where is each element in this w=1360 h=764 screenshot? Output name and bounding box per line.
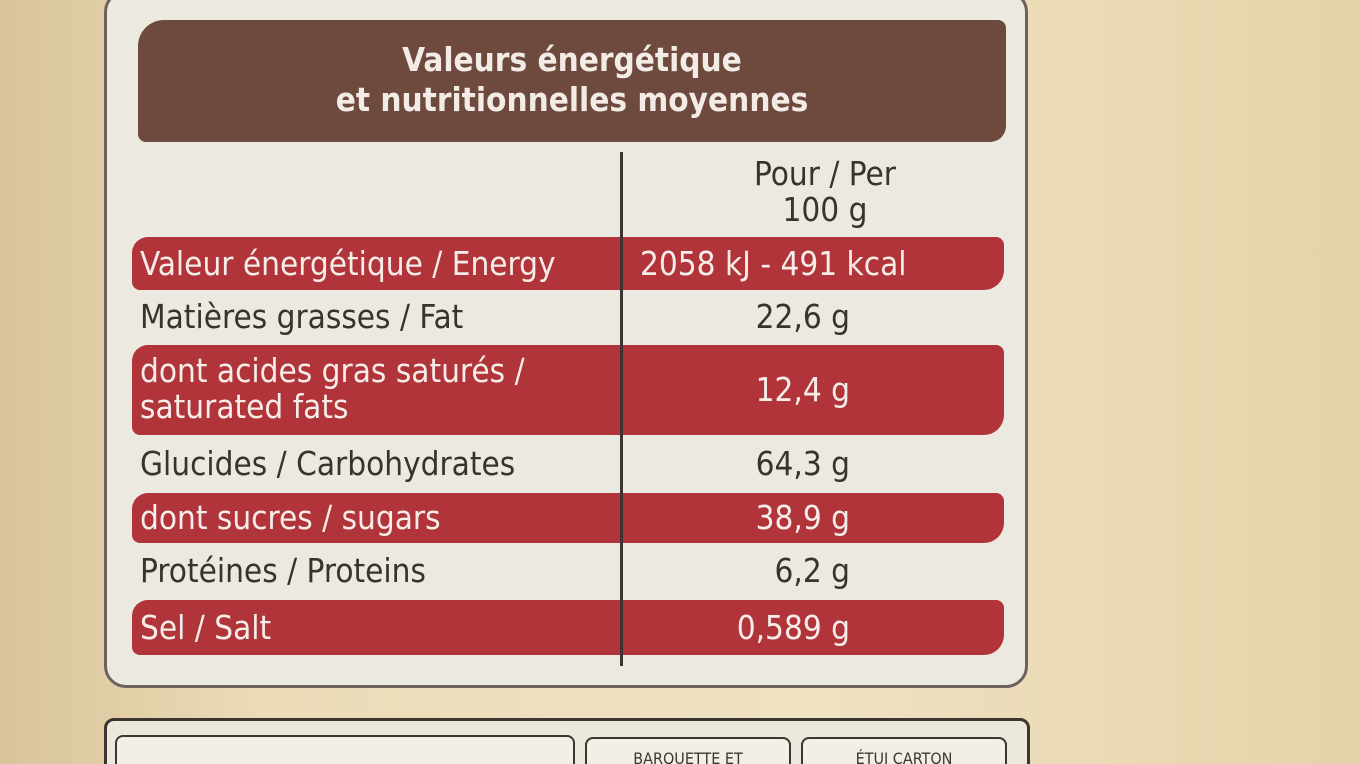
bin-label: BARQUETTE ET bbox=[585, 737, 791, 764]
row-value: 0,589 g bbox=[736, 607, 850, 647]
title-line: Valeurs énergétique bbox=[402, 40, 742, 79]
column-header: 100 g bbox=[782, 190, 868, 229]
highlight-band bbox=[132, 237, 1004, 290]
row-label: Protéines / Proteins bbox=[140, 551, 426, 590]
title-line: et nutritionnelles moyennes bbox=[335, 80, 809, 119]
highlight-band bbox=[132, 493, 1004, 543]
row-value: 64,3 g bbox=[755, 444, 850, 483]
row-value: 38,9 g bbox=[755, 498, 850, 537]
bin-cell bbox=[115, 735, 575, 764]
highlight-band bbox=[132, 600, 1004, 655]
bin-label: ÉTUI CARTON bbox=[801, 737, 1007, 764]
row-label: Matières grasses / Fat bbox=[140, 297, 464, 336]
row-label: Valeur énergétique / Energy bbox=[140, 243, 556, 283]
highlight-band bbox=[132, 345, 1004, 435]
column-divider bbox=[620, 152, 623, 666]
row-label: Sel / Salt bbox=[140, 607, 272, 647]
row-value: 22,6 g bbox=[755, 297, 850, 336]
row-value: 2058 kJ - 491 kcal bbox=[640, 243, 907, 283]
row-label: dont sucres / sugars bbox=[140, 498, 441, 537]
column-header: Pour / Per bbox=[754, 154, 896, 193]
row-label: saturated fats bbox=[140, 387, 349, 426]
recycling-box: BARQUETTE ET ÉTUI CARTON bbox=[104, 718, 1030, 764]
row-value: 6,2 g bbox=[774, 551, 850, 590]
row-value: 12,4 g bbox=[755, 370, 850, 409]
row-label: dont acides gras saturés / bbox=[140, 351, 525, 390]
row-label: Glucides / Carbohydrates bbox=[140, 444, 516, 483]
table-title: Valeurs énergétique et nutritionnelles mo… bbox=[138, 20, 1006, 142]
